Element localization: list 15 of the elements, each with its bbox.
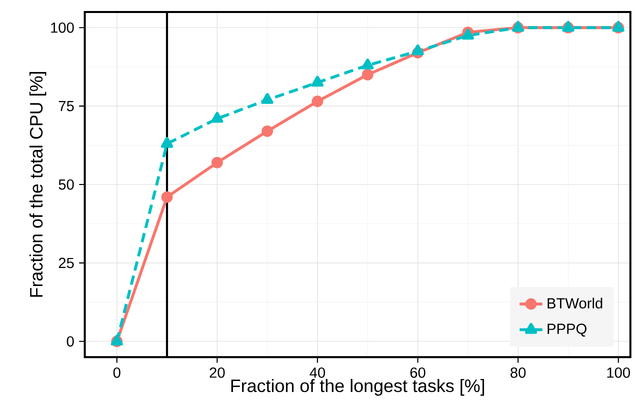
y-axis-title: Fraction of the total CPU [%]	[29, 72, 46, 297]
y-tick-label: 50	[58, 179, 74, 190]
y-tick-label: 0	[66, 336, 74, 347]
x-tick-label: 80	[510, 368, 526, 378]
x-axis-title: Fraction of the longest tasks [%]	[231, 378, 484, 396]
legend-label: BTWorld	[548, 298, 602, 308]
y-tick-label: 100	[51, 22, 74, 33]
y-tick-label: 75	[58, 101, 74, 112]
legend-label: PPPQ	[548, 324, 586, 337]
x-tick-label: 40	[310, 368, 326, 378]
x-tick-label: 100	[607, 368, 630, 378]
x-tick-label: 0	[113, 368, 120, 378]
x-tick-label: 60	[410, 368, 426, 378]
x-tick-label: 20	[210, 368, 225, 378]
y-tick-label: 25	[58, 258, 74, 268]
